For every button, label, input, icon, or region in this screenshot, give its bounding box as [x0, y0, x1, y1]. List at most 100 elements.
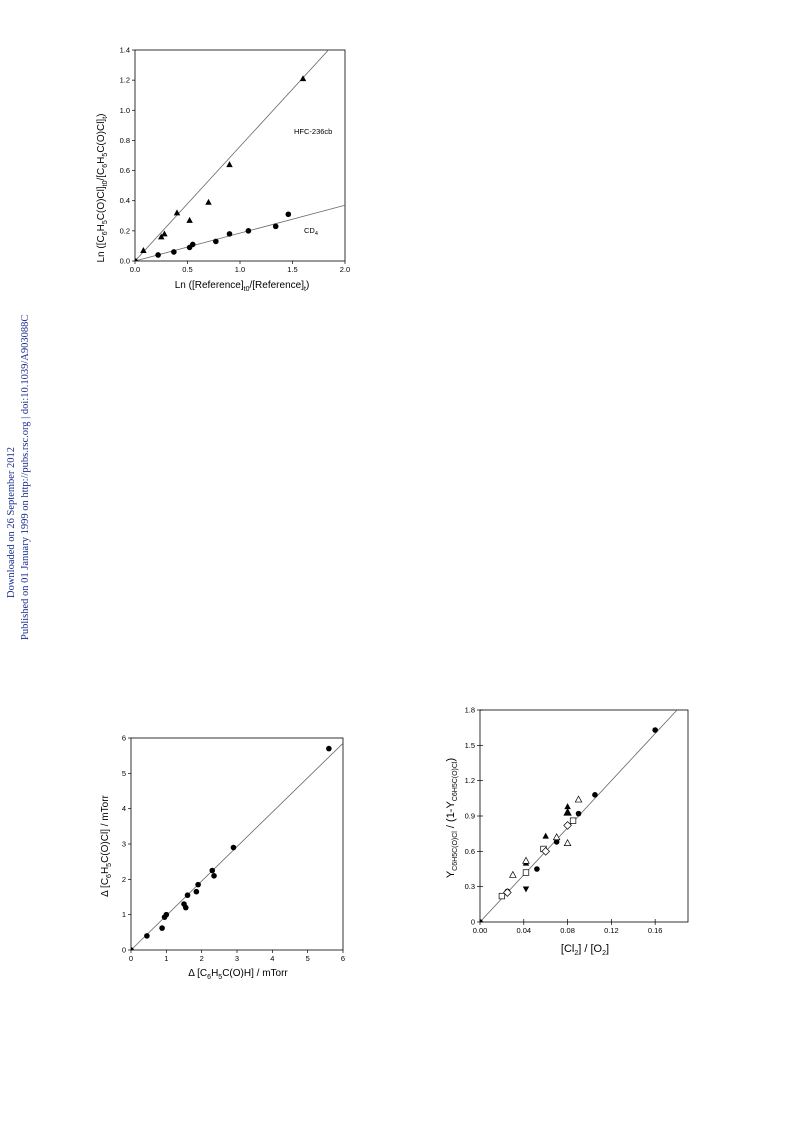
data-point	[480, 919, 483, 922]
yield-chart: 0 1 2 3 4 5 6 0 1 2 3 4 5 6 Δ [C6H5C(O)Cl] / mTorr Δ …	[100, 734, 345, 982]
y-tick-label: 0.8	[120, 136, 130, 145]
y-tick-label: 3	[122, 840, 126, 849]
y-tick-label: 1.2	[120, 76, 130, 85]
data-point	[159, 925, 165, 931]
chart3-y-axis-label: YC6H5C(O)Cl / (1-YC6H5C(O)Cl)	[445, 758, 459, 878]
data-point	[498, 892, 506, 900]
data-point	[542, 832, 549, 839]
fit-line	[135, 50, 329, 261]
x-tick-label: 0.0	[130, 265, 140, 274]
data-point	[592, 792, 598, 798]
data-point	[575, 810, 582, 817]
data-point	[272, 223, 279, 230]
chart2-x-axis-label: Δ [C6H5C(O)H] / mTorr	[188, 968, 288, 981]
data-point	[184, 892, 191, 899]
y-tick-label: 0.4	[120, 196, 130, 205]
plot-area	[135, 50, 345, 261]
y-tick-label: 2	[122, 875, 126, 884]
series-label-hfc236cb: HFC-236cb	[294, 127, 332, 136]
data-point	[144, 933, 150, 939]
plot-frame	[479, 709, 689, 923]
data-point	[182, 904, 189, 911]
data-point	[161, 230, 168, 237]
x-tick-label: 0.04	[516, 926, 531, 935]
x-tick-label: 0.16	[648, 926, 663, 935]
x-tick-label: 0	[129, 954, 133, 963]
data-point	[209, 867, 216, 874]
x-tick-label: 0.5	[182, 265, 192, 274]
relative-rate-chart: 0.0 0.5 1.0 1.5 2.00.00.20.40.60.81.01.21.4 …	[96, 46, 350, 294]
data-point	[131, 947, 134, 950]
data-point	[171, 249, 177, 255]
x-tick-label: 1.5	[287, 265, 297, 274]
doi-note: Published on 01 January 1999 on http://p…	[20, 315, 31, 640]
x-tick-label: 2	[200, 954, 204, 963]
data-point	[135, 258, 138, 261]
data-point	[155, 252, 161, 258]
data-point	[285, 211, 292, 218]
data-point	[652, 727, 658, 733]
data-point	[552, 833, 561, 841]
data-point	[193, 888, 200, 895]
x-tick-label: 5	[306, 954, 310, 963]
y-tick-label: 0.6	[120, 166, 130, 175]
data-point	[158, 233, 165, 240]
data-point	[503, 888, 512, 897]
y-tick-label: 0.6	[465, 847, 475, 856]
y-tick-label: 1	[122, 910, 126, 919]
data-point	[226, 161, 233, 168]
data-point	[553, 839, 560, 845]
data-point	[245, 228, 252, 234]
data-point	[299, 75, 307, 82]
x-tick-label: 1.0	[235, 265, 245, 274]
data-point	[173, 209, 181, 216]
y-tick-label: 6	[122, 734, 126, 743]
margin-note: Downloaded on 26 September 2012 Publishe…	[6, 315, 31, 640]
y-tick-label: 1.4	[120, 46, 130, 55]
y-tick-label: 0.2	[120, 226, 130, 235]
data-point	[563, 838, 572, 846]
data-point	[140, 247, 147, 253]
data-point	[163, 911, 170, 918]
x-tick-label: 4	[270, 954, 274, 963]
y-tick-label: 1.2	[465, 776, 475, 785]
x-tick-label: 1	[164, 954, 168, 963]
data-point	[186, 216, 193, 223]
data-point	[326, 745, 332, 752]
chart1-x-axis-label: Ln ([Reference]t0/[Reference]t)	[175, 280, 310, 293]
y-tick-label: 0	[122, 946, 126, 955]
chart3-x-axis-label: [Cl2] / [O2]	[561, 943, 609, 957]
y-tick-label: 0.0	[120, 257, 130, 266]
y-tick-label: 0.3	[465, 882, 475, 891]
data-point	[563, 821, 572, 830]
data-point	[574, 795, 583, 803]
data-point	[522, 886, 530, 893]
download-note: Downloaded on 26 September 2012	[6, 447, 17, 598]
chart2-y-axis-label: Δ [C6H5C(O)Cl] / mTorr	[100, 794, 113, 896]
data-point	[541, 847, 550, 856]
data-point	[569, 817, 577, 824]
y-tick-label: 0.9	[465, 812, 475, 821]
data-point	[522, 869, 530, 876]
data-point	[230, 844, 237, 851]
data-point	[195, 881, 201, 888]
data-point	[563, 807, 572, 816]
y-tick-label: 0	[471, 918, 475, 927]
y-tick-label: 1.8	[465, 706, 475, 715]
fit-line	[135, 204, 345, 261]
y-tick-label: 1.5	[465, 741, 475, 750]
data-point	[213, 238, 219, 245]
x-tick-label: 0.12	[604, 926, 619, 935]
data-point	[509, 870, 517, 878]
x-tick-label: 3	[235, 954, 239, 963]
x-tick-label: 0.08	[560, 926, 575, 935]
x-tick-label: 6	[341, 954, 345, 963]
plot-area	[480, 710, 678, 922]
x-tick-label: 2.0	[340, 265, 350, 274]
data-point	[189, 241, 196, 248]
y-tick-label: 5	[122, 769, 126, 778]
plot-area	[131, 743, 343, 950]
x-tick-label: 0.00	[473, 926, 488, 935]
data-point	[534, 866, 540, 872]
data-point	[226, 231, 233, 237]
